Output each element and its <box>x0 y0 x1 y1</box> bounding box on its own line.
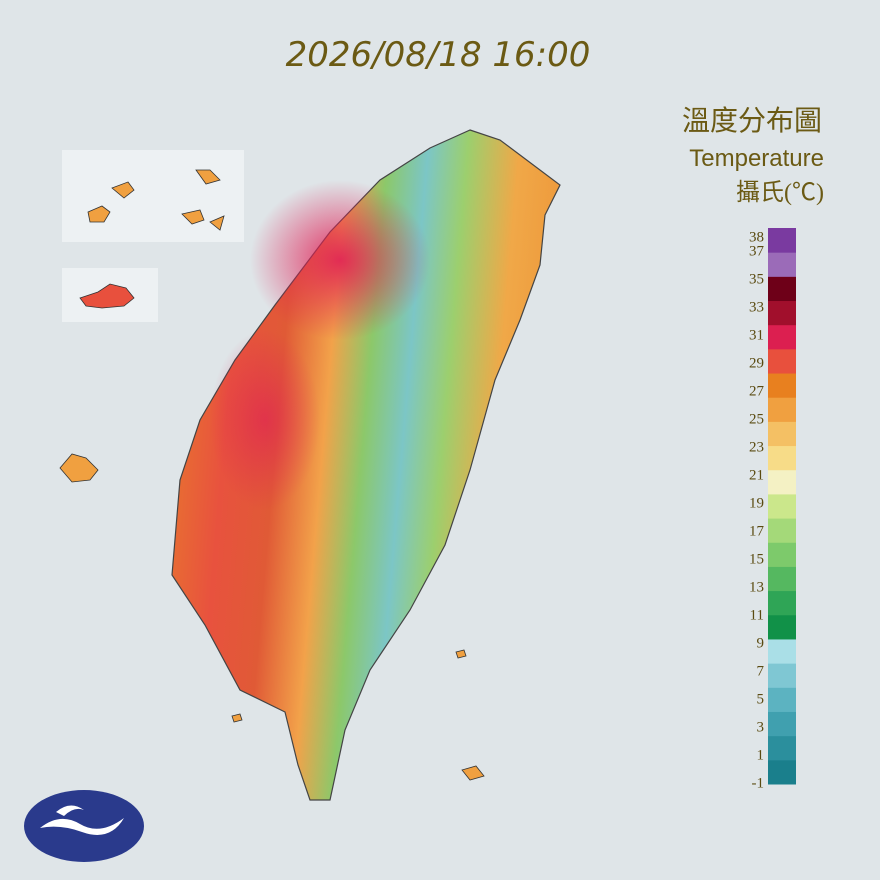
legend-tick-label: 11 <box>750 607 764 623</box>
legend-swatch <box>768 445 796 471</box>
inset-box <box>62 150 244 242</box>
legend-tick-label: 13 <box>749 579 764 595</box>
legend-tick-label: 1 <box>757 747 765 763</box>
legend-tick-label: 29 <box>749 355 764 371</box>
island <box>87 169 225 231</box>
legend-tick-label: 31 <box>749 327 764 343</box>
legend-tick-label: 7 <box>757 663 765 679</box>
legend-tick-label: 33 <box>749 299 764 315</box>
logo <box>24 790 144 862</box>
legend-swatch <box>768 228 796 253</box>
legend-swatch <box>768 590 796 616</box>
legend-swatch <box>768 493 796 519</box>
legend-swatch <box>768 518 796 543</box>
legend-swatch <box>768 348 796 374</box>
legend-unit: 攝氏(℃) <box>736 179 824 206</box>
legend-swatch <box>768 324 796 350</box>
legend-swatch <box>768 735 796 761</box>
legend-tick-label: 5 <box>757 691 765 707</box>
legend-swatch <box>768 300 796 326</box>
legend-swatch <box>768 638 796 664</box>
legend-swatch <box>768 397 796 422</box>
legend-swatch <box>768 566 796 592</box>
legend-swatch <box>768 276 796 302</box>
legend-title-en: Temperature <box>689 145 824 172</box>
island <box>231 649 485 781</box>
legend-swatch <box>768 759 796 785</box>
island <box>59 453 99 483</box>
legend-swatch <box>768 542 796 567</box>
legend-tick-label: 37 <box>749 243 765 259</box>
hot-area <box>250 180 430 340</box>
legend-swatch <box>768 614 796 640</box>
legend-tick-label: 9 <box>757 635 765 651</box>
legend-tick-label: 19 <box>749 495 764 511</box>
legend-tick-label: 21 <box>749 467 764 483</box>
legend-swatch <box>768 469 796 495</box>
logo-mark <box>40 805 124 835</box>
hot-area <box>210 330 320 510</box>
legend-swatch <box>768 252 796 277</box>
legend-tick-label: 15 <box>749 551 764 567</box>
legend-swatch <box>768 373 796 398</box>
legend-tick-label: 27 <box>749 383 765 399</box>
legend-swatch <box>768 687 796 712</box>
legend-tick-label: 3 <box>757 719 765 735</box>
legend-tick-label: 35 <box>749 271 764 287</box>
legend-tick-label: -1 <box>752 775 765 791</box>
legend-swatch <box>768 711 796 737</box>
island <box>79 283 135 309</box>
legend-swatch <box>768 663 796 688</box>
legend-swatch <box>768 421 796 447</box>
timestamp: 2026/08/18 16:00 <box>286 35 591 75</box>
legend-tick-label: 17 <box>749 523 765 539</box>
legend-tick-label: 23 <box>749 439 764 455</box>
legend-title-zh: 溫度分布圖 <box>682 105 822 137</box>
legend-tick-label: 25 <box>749 411 764 427</box>
legend-tick-label: 38 <box>749 229 764 245</box>
